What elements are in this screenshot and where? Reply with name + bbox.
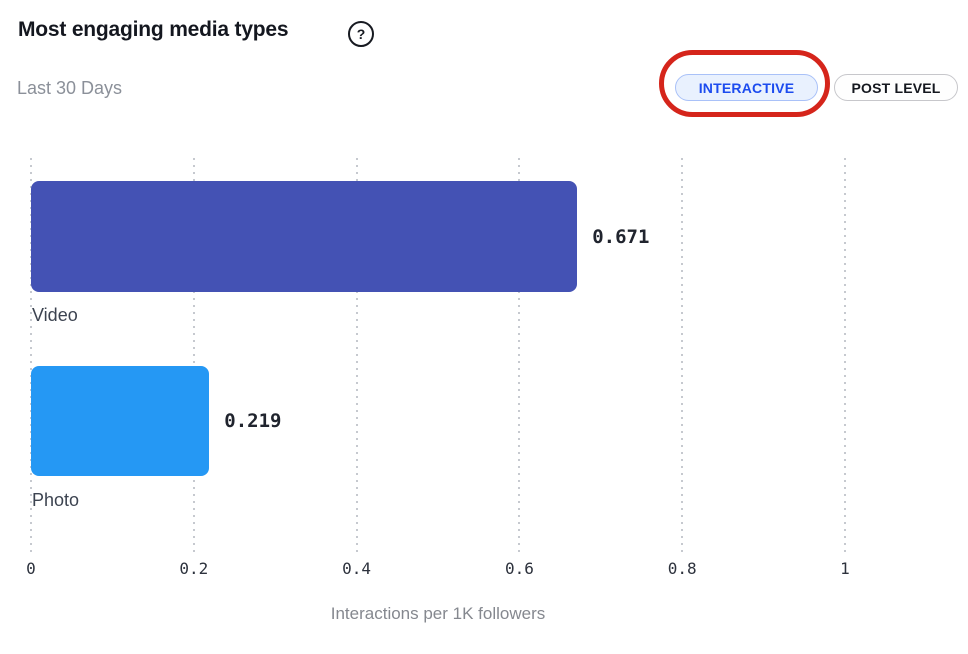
- x-axis-title: Interactions per 1K followers: [330, 604, 546, 623]
- gridline: [518, 158, 521, 552]
- x-tick-label: 0.4: [342, 559, 372, 578]
- bar-value-label-photo: 0.219: [224, 410, 282, 432]
- bar-row-photo: 0.219: [31, 366, 845, 476]
- help-question-mark-icon[interactable]: ?: [348, 21, 374, 47]
- gridline: [681, 158, 684, 552]
- category-label-photo: Photo: [32, 490, 80, 510]
- bar-video[interactable]: [31, 181, 578, 292]
- x-tick-label: 0.8: [667, 559, 697, 578]
- bar-row-video: 0.671: [31, 181, 845, 292]
- post-level-toggle-button[interactable]: POST LEVEL: [834, 74, 958, 101]
- x-tick-label: 0.6: [504, 559, 534, 578]
- bar-value-label-video: 0.671: [592, 225, 650, 248]
- gridline: [844, 158, 846, 552]
- gridline: [192, 158, 195, 552]
- x-tick-label: 1: [840, 559, 850, 578]
- gridline: [355, 158, 358, 552]
- page-title: Most engaging media types: [18, 18, 289, 41]
- x-tick-label: 0: [26, 559, 36, 578]
- chart-plot-area: 0.671 Video 0.219 Photo 0 0.2 0.4 0.6 0.8 1 I…: [26, 158, 850, 623]
- x-tick-label: 0.2: [179, 559, 209, 578]
- bar-photo[interactable]: [31, 366, 210, 476]
- date-range-label: Last 30 Days: [17, 78, 123, 98]
- category-label-video: Video: [32, 305, 78, 325]
- gridline: [30, 158, 32, 552]
- interactive-toggle-button[interactable]: INTERACTIVE: [675, 74, 818, 101]
